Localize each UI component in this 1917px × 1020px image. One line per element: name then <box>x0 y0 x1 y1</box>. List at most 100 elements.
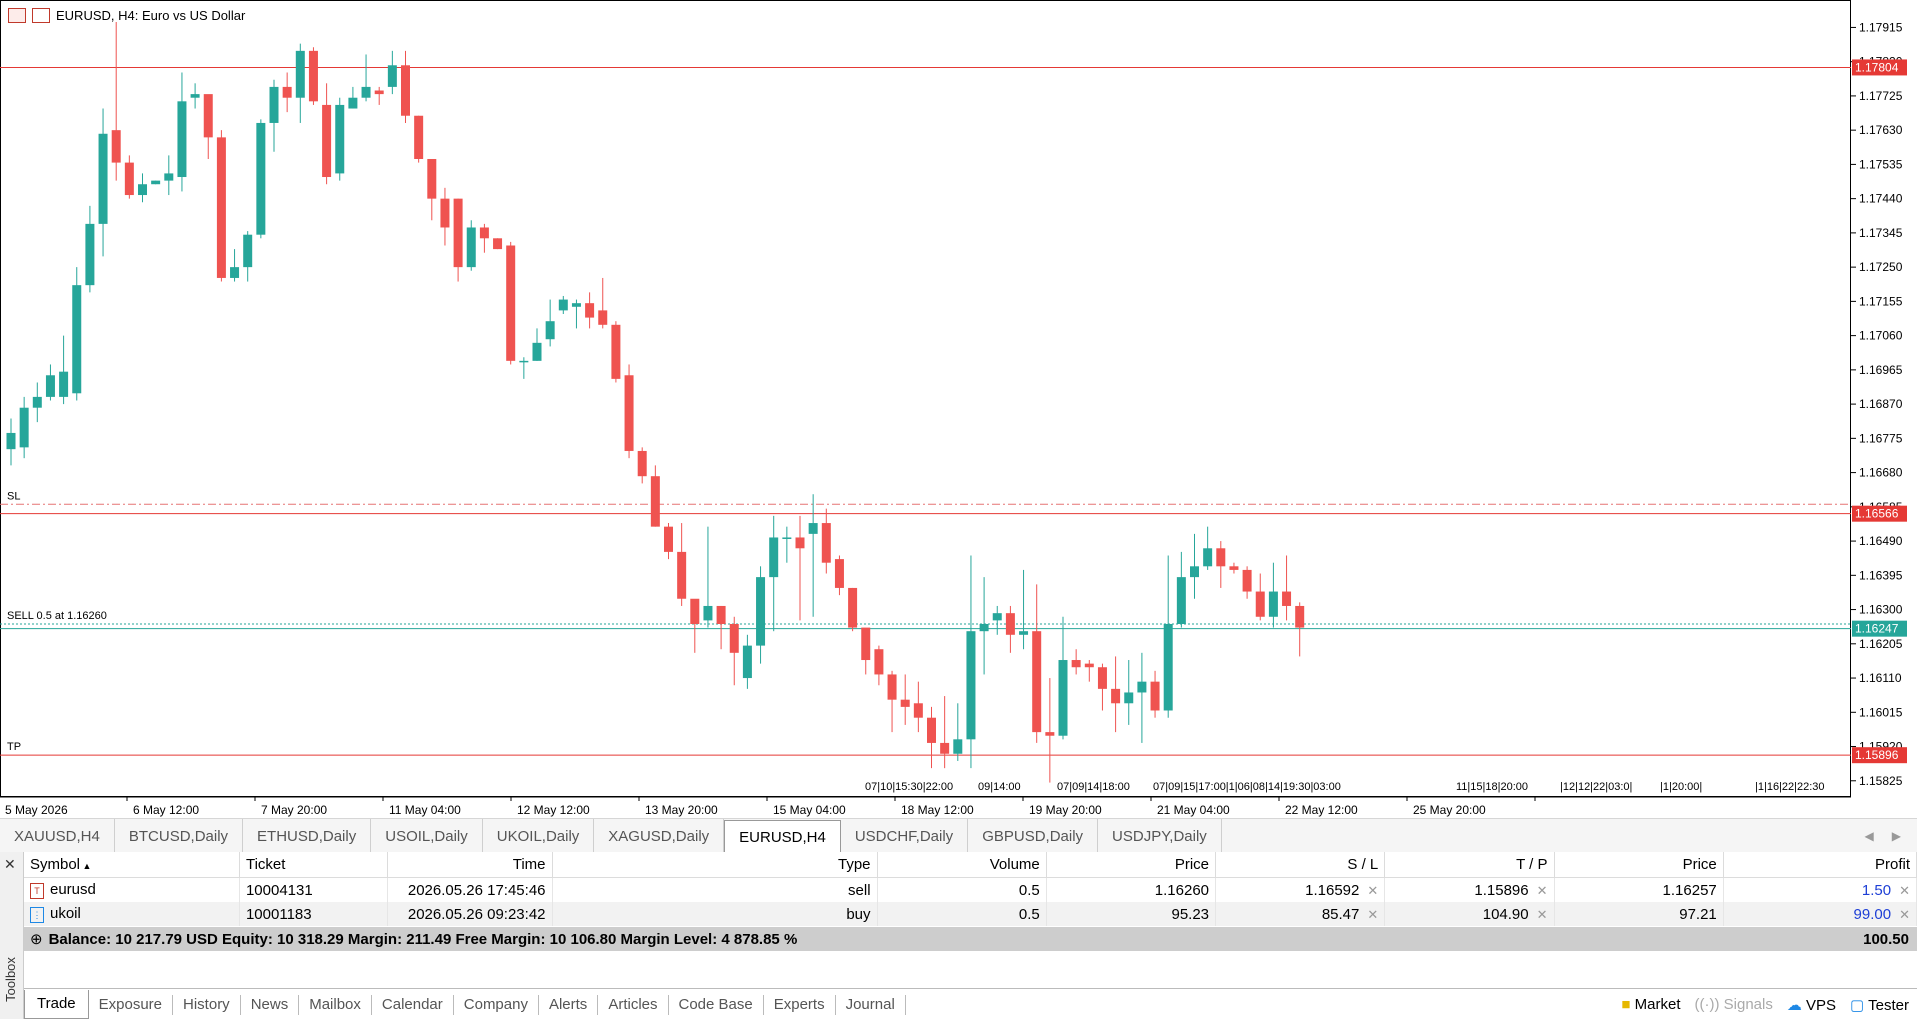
tab-trade[interactable]: Trade <box>24 990 89 1019</box>
event-marker: 07|09|15|17:00|1|06|08|14|19:30|03:00 <box>1153 781 1341 793</box>
cell-time: 2026.05.26 09:23:42 <box>387 902 553 926</box>
candle-body <box>243 234 253 268</box>
price-axis-label: 1.17535 <box>1859 157 1903 171</box>
cell-value-tp: 1.15896 <box>1474 881 1529 899</box>
candle-body <box>1097 667 1107 689</box>
signal-icon: ((·)) <box>1694 996 1720 1013</box>
tab-code-base[interactable]: Code Base <box>669 994 764 1015</box>
price-axis-label: 1.16015 <box>1859 705 1903 719</box>
candle-body <box>1176 577 1186 624</box>
remove-sl-icon[interactable]: ✕ <box>1367 882 1379 898</box>
candle-body <box>479 227 489 239</box>
tab-calendar[interactable]: Calendar <box>372 994 454 1015</box>
symbol-tab-eurusd-h4[interactable]: EURUSD,H4 <box>724 820 841 853</box>
chart-area[interactable]: 1.179151.178201.177251.176301.175351.174… <box>0 0 1917 818</box>
column-header-type[interactable]: Type <box>552 852 878 878</box>
tag-sl-level-bg <box>1852 505 1907 522</box>
tab-company[interactable]: Company <box>454 994 539 1015</box>
candle-body <box>466 227 476 268</box>
candle-body <box>1203 548 1213 567</box>
sell-position-icon: T <box>30 882 44 899</box>
toolbox-tabs: Trade Exposure History News Mailbox Calendar C… <box>24 988 1917 1020</box>
candle-body <box>85 223 95 286</box>
column-header-symbol[interactable]: Symbol ▲ <box>24 852 240 878</box>
candle-body <box>821 523 831 563</box>
price-axis-label: 1.16395 <box>1859 568 1903 582</box>
event-marker: |1|20:00| <box>1660 781 1702 793</box>
tab-exposure[interactable]: Exposure <box>89 994 174 1015</box>
plus-circle-icon[interactable]: ⊕ <box>30 931 43 948</box>
cell-ticket: 10004131 <box>239 877 389 902</box>
price-axis-label: 1.16870 <box>1859 397 1903 411</box>
trade-row[interactable]: ⋮ ukoil 10001183 2026.05.26 09:23:42 buy 0.5 9… <box>24 902 1917 926</box>
price-chart[interactable]: 1.179151.178201.177251.176301.175351.174… <box>0 0 1917 818</box>
candle-body <box>1229 566 1239 570</box>
candle-body <box>690 598 700 624</box>
cell-profit: 1.50 ✕ <box>1723 877 1917 902</box>
column-header-price[interactable]: Price <box>1046 852 1217 878</box>
price-axis-label: 1.17915 <box>1859 20 1903 34</box>
tab-journal[interactable]: Journal <box>836 994 906 1015</box>
column-header-profit[interactable]: Profit <box>1723 852 1917 878</box>
time-axis-label: 15 May 04:00 <box>773 803 846 817</box>
chart-window-icon[interactable] <box>8 8 26 23</box>
column-header-t-p[interactable]: T / P <box>1384 852 1555 878</box>
price-axis-label: 1.17250 <box>1859 260 1903 274</box>
tester-status[interactable]: ▢ Tester <box>1850 996 1909 1014</box>
tag-bid: 1.16247 <box>1855 622 1899 636</box>
column-header-time[interactable]: Time <box>387 852 553 878</box>
sort-asc-icon[interactable]: ▲ <box>80 861 92 871</box>
chart-timeframe-icon[interactable] <box>32 8 50 23</box>
symbol-tab-ethusd-daily[interactable]: ETHUSD,Daily <box>243 819 372 853</box>
tab-history[interactable]: History <box>173 994 241 1015</box>
candle-body <box>874 649 884 675</box>
remove-tp-icon[interactable]: ✕ <box>1536 882 1548 898</box>
candle-body <box>414 115 424 159</box>
column-header-ticket[interactable]: Ticket <box>239 852 389 878</box>
symbol-tab-usdjpy-daily[interactable]: USDJPY,Daily <box>1098 819 1222 853</box>
tag-bid-bg <box>1852 620 1907 637</box>
column-header-price[interactable]: Price <box>1554 852 1724 878</box>
cell-value-price: 95.23 <box>1171 905 1210 923</box>
tab-scroll-arrows[interactable]: ◀ ▶ <box>1865 819 1917 853</box>
remove-tp-icon[interactable]: ✕ <box>1536 906 1548 922</box>
cell-price: 95.23 <box>1046 902 1217 926</box>
symbol-tab-usdchf-daily[interactable]: USDCHF,Daily <box>841 819 969 853</box>
symbol-tab-xagusd-daily[interactable]: XAGUSD,Daily <box>594 819 725 853</box>
tab-mailbox[interactable]: Mailbox <box>299 994 372 1015</box>
symbol-tab-usoil-daily[interactable]: USOIL,Daily <box>371 819 483 853</box>
cell-value-cur_price: 97.21 <box>1679 905 1717 923</box>
price-axis-label: 1.17440 <box>1859 192 1903 206</box>
price-axis-label: 1.16680 <box>1859 466 1903 480</box>
symbol-tab-btcusd-daily[interactable]: BTCUSD,Daily <box>115 819 244 853</box>
remove-profit-icon[interactable]: ✕ <box>1899 882 1910 898</box>
remove-profit-icon[interactable]: ✕ <box>1899 906 1910 922</box>
close-icon[interactable]: ✕ <box>4 856 16 872</box>
time-axis-label: 13 May 20:00 <box>645 803 718 817</box>
candle-body <box>900 699 910 707</box>
tab-news[interactable]: News <box>241 994 300 1015</box>
cell-value-sl: 85.47 <box>1321 905 1360 923</box>
symbol-tab-xauusd-h4[interactable]: XAUUSD,H4 <box>0 819 115 853</box>
symbol-tab-gbpusd-daily[interactable]: GBPUSD,Daily <box>968 819 1099 853</box>
scroll-right-icon[interactable]: ▶ <box>1891 829 1901 843</box>
remove-sl-icon[interactable]: ✕ <box>1367 906 1379 922</box>
tab-experts[interactable]: Experts <box>764 994 836 1015</box>
column-header-s-l[interactable]: S / L <box>1215 852 1386 878</box>
candle-body <box>927 717 936 743</box>
vps-status[interactable]: ☁ VPS <box>1786 996 1837 1014</box>
tab-articles[interactable]: Articles <box>598 994 669 1015</box>
market-status[interactable]: ■ Market <box>1621 996 1681 1013</box>
signals-status[interactable]: ((·)) Signals <box>1694 996 1773 1013</box>
candle-body <box>308 50 318 102</box>
cell-profit: 99.00 ✕ <box>1723 902 1917 926</box>
column-header-volume[interactable]: Volume <box>877 852 1047 878</box>
symbol-tab-ukoil-daily[interactable]: UKOIL,Daily <box>483 819 595 853</box>
cell-value-ticket: 10004131 <box>245 881 313 899</box>
tab-alerts[interactable]: Alerts <box>539 994 599 1015</box>
scroll-left-icon[interactable]: ◀ <box>1864 829 1874 843</box>
candle-body <box>453 198 463 268</box>
